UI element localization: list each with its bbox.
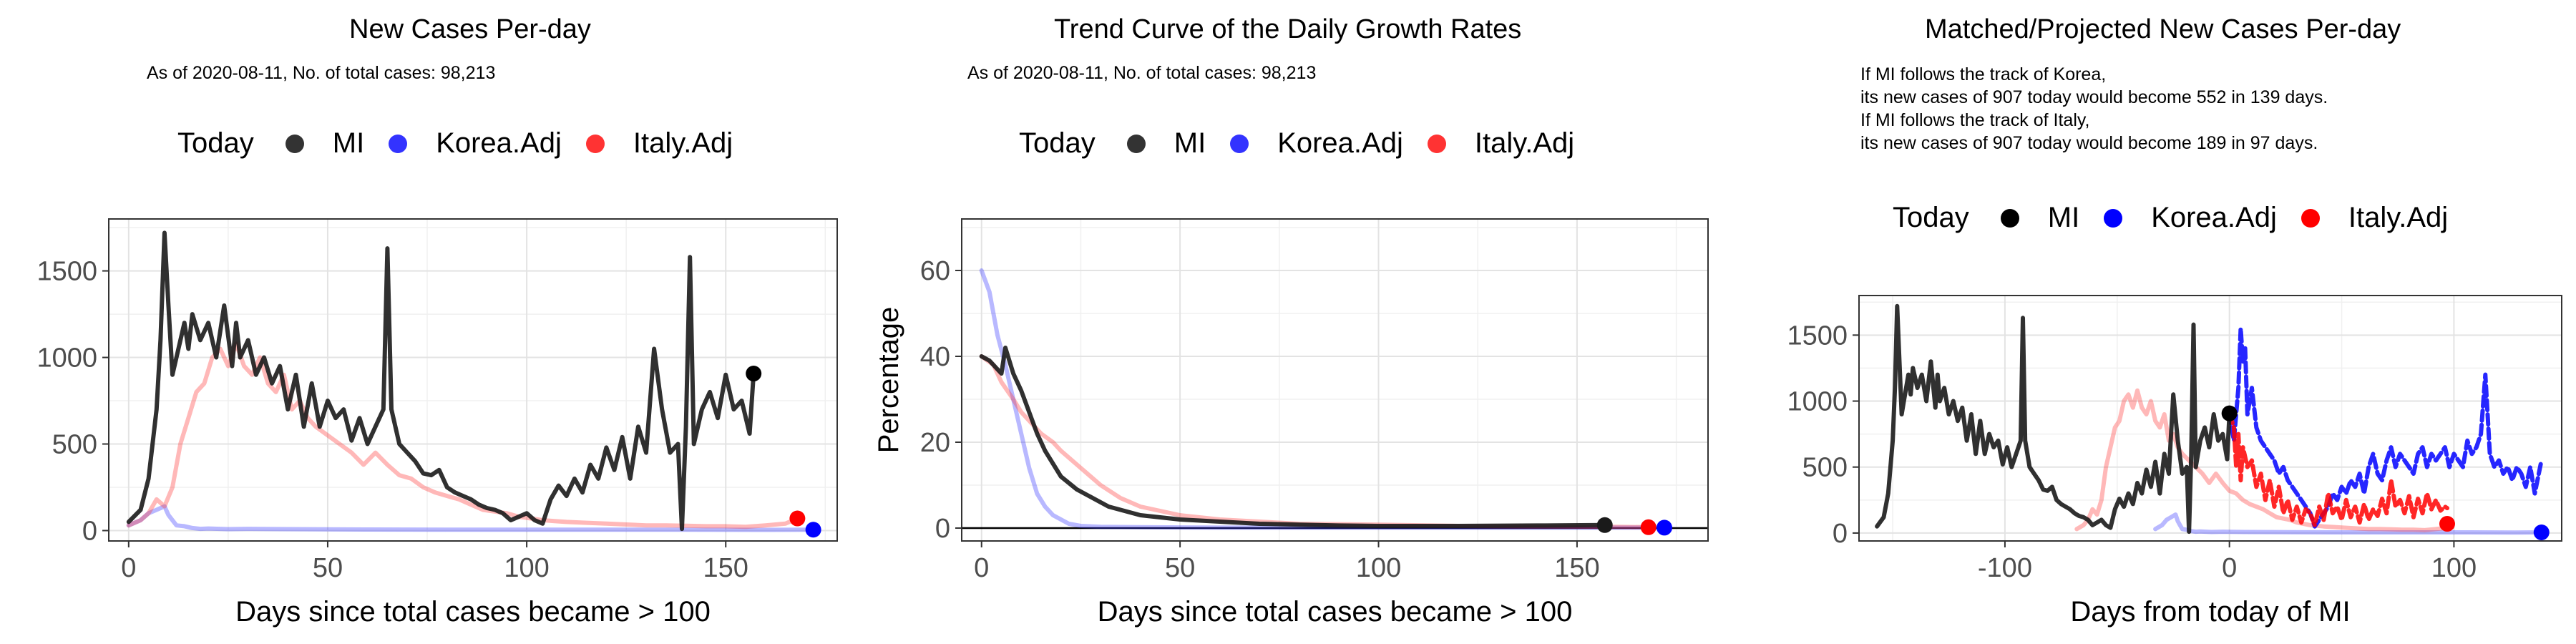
- chart-subtitle-line-2: its new cases of 907 today would become …: [1860, 87, 2328, 107]
- legend-label: Italy.Adj: [2348, 202, 2449, 233]
- tick-label-y: 1000: [1787, 387, 1848, 417]
- tick-label-x: 50: [1165, 553, 1195, 583]
- tick-label-y: 40: [920, 342, 950, 372]
- legend-label: Italy.Adj: [1474, 127, 1575, 159]
- legend-dot-mi: [285, 134, 304, 153]
- x-axis-label: Days since total cases became > 100: [1098, 596, 1573, 628]
- plot-border: [108, 218, 838, 542]
- x-axis-label: Days from today of MI: [2070, 596, 2350, 628]
- legend-title: Today: [1893, 202, 1969, 233]
- tick-label-y: 500: [1802, 453, 1848, 483]
- series-line-mi: [126, 230, 756, 532]
- chart-subtitle: As of 2020-08-11, No. of total cases: 98…: [147, 63, 496, 83]
- series-line-italy-adj: [126, 341, 800, 530]
- legend-item-mi: MI: [1126, 127, 1206, 160]
- series-line-italy-adj: [2074, 388, 2449, 532]
- legend: Today MI Korea.Adj Italy.Adj: [1893, 202, 2472, 234]
- tick-label-y: 1000: [36, 343, 97, 374]
- tick-label-y: 0: [82, 516, 97, 546]
- tick-label-x: 0: [121, 553, 136, 583]
- tick-label-y: 0: [1833, 519, 1848, 549]
- legend-label: MI: [1174, 127, 1206, 159]
- legend-dot-mi: [2000, 208, 2019, 228]
- series-line-korea-adj: [126, 504, 816, 532]
- y-axis-label: Percentage: [873, 307, 904, 454]
- chart-subtitle-line-4: its new cases of 907 today would become …: [1860, 133, 2318, 153]
- series-line-korea-adj-projected: [2227, 326, 2544, 529]
- legend-dot-italy: [2301, 208, 2320, 228]
- series-line-italy-adj-projected: [2227, 411, 2449, 527]
- legend-item-italy: Italy.Adj: [585, 127, 733, 160]
- tick-label-x: 150: [703, 553, 748, 583]
- legend-dot-mi: [1126, 134, 1146, 153]
- legend-item-mi: MI: [285, 127, 365, 160]
- series-line-korea-adj: [979, 268, 1667, 530]
- tick-label-x: 100: [2431, 553, 2477, 583]
- legend-item-korea: Korea.Adj: [2104, 202, 2277, 234]
- tick-label-x: 0: [2222, 553, 2237, 583]
- legend-label: Korea.Adj: [1277, 127, 1403, 159]
- legend-dot-korea: [2104, 208, 2123, 228]
- legend-label: Korea.Adj: [436, 127, 562, 159]
- legend-item-korea: Korea.Adj: [389, 127, 562, 160]
- legend-label: Korea.Adj: [2151, 202, 2277, 233]
- today-point-italy-adj: [789, 510, 806, 527]
- tick-label-x: 50: [313, 553, 343, 583]
- chart-panel-growth-rates: Trend Curve of the Daily Growth Rates As…: [859, 0, 1717, 644]
- chart-subtitle-line-3: If MI follows the track of Italy,: [1860, 110, 2090, 130]
- chart-plot: 0 50 100 150 0 20 40 60 Days since total cases b…: [873, 218, 1709, 628]
- legend-dot-italy: [585, 134, 605, 153]
- series-line-mi: [1875, 303, 2232, 535]
- tick-label-x: 150: [1554, 553, 1599, 583]
- series-line-mi: [979, 346, 1607, 528]
- tick-label-x: 100: [504, 553, 549, 583]
- legend: Today MI Korea.Adj Italy.Adj: [177, 127, 757, 160]
- tick-label-x: -100: [1978, 553, 2032, 583]
- plot-border: [1858, 295, 2562, 542]
- legend-label: MI: [2047, 202, 2080, 233]
- today-point-italy-adj: [2439, 516, 2455, 532]
- legend-item-italy: Italy.Adj: [1427, 127, 1575, 160]
- today-point-korea-adj: [1656, 519, 1672, 536]
- tick-label-y: 1500: [1787, 321, 1848, 351]
- today-point-mi: [1596, 517, 1613, 533]
- tick-label-y: 500: [52, 430, 97, 460]
- legend-dot-korea: [389, 134, 408, 153]
- legend-title: Today: [177, 127, 254, 159]
- legend: Today MI Korea.Adj Italy.Adj: [1019, 127, 1599, 160]
- chart-title: New Cases Per-day: [349, 14, 591, 44]
- chart-panel-new-cases: New Cases Per-day As of 2020-08-11, No. …: [0, 0, 859, 644]
- legend-dot-korea: [1230, 134, 1249, 153]
- legend-label: MI: [332, 127, 365, 159]
- tick-label-y: 20: [920, 428, 950, 458]
- chart-subtitle: As of 2020-08-11, No. of total cases: 98…: [967, 63, 1317, 83]
- chart-title: Matched/Projected New Cases Per-day: [1925, 14, 2401, 44]
- tick-label-x: 100: [1356, 553, 1401, 583]
- legend-label: Italy.Adj: [633, 127, 733, 159]
- legend-item-mi: MI: [2000, 202, 2080, 234]
- today-point-mi: [746, 366, 762, 382]
- chart-panel-projected: Matched/Projected New Cases Per-day If M…: [1717, 0, 2576, 644]
- series-line-korea-adj: [2153, 512, 2544, 535]
- plot-border: [961, 218, 1709, 542]
- x-axis-label: Days since total cases became > 100: [235, 596, 711, 628]
- tick-label-x: 0: [974, 553, 989, 583]
- tick-label-y: 60: [920, 256, 950, 286]
- legend-item-italy: Italy.Adj: [2301, 202, 2448, 234]
- today-point-italy-adj: [1640, 519, 1657, 535]
- tick-label-y: 1500: [36, 257, 97, 287]
- today-point-mi: [2221, 405, 2238, 421]
- legend-dot-italy: [1427, 134, 1446, 153]
- today-point-korea-adj: [805, 522, 821, 538]
- chart-subtitle-line-1: If MI follows the track of Korea,: [1860, 64, 2107, 84]
- today-point-korea-adj: [2533, 525, 2550, 541]
- chart-title: Trend Curve of the Daily Growth Rates: [1054, 14, 1522, 44]
- legend-item-korea: Korea.Adj: [1230, 127, 1403, 160]
- legend-title: Today: [1019, 127, 1096, 159]
- tick-label-y: 0: [935, 514, 950, 544]
